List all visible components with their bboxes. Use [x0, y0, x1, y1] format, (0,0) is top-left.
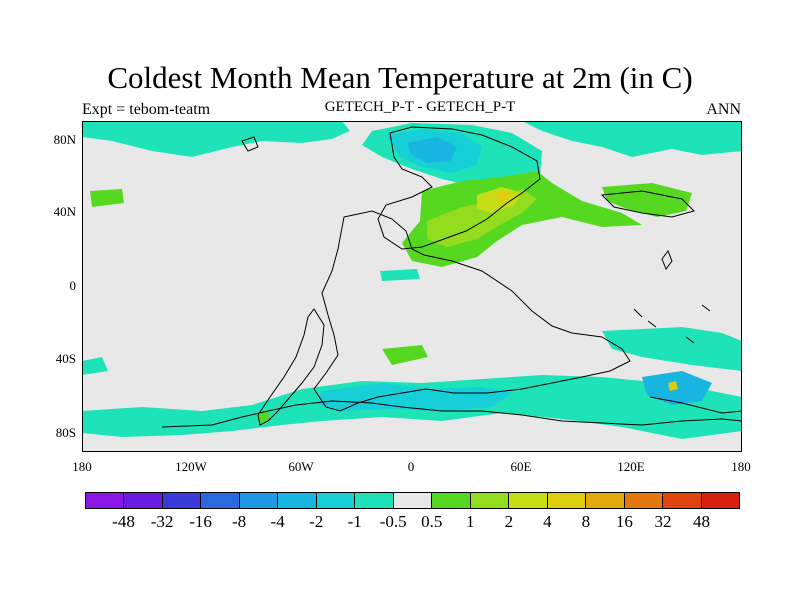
colorbar-label: 16 [615, 512, 633, 531]
period-label: ANN [706, 101, 741, 118]
colorbar-swatch [624, 493, 664, 508]
coastlines [161, 126, 742, 428]
lon-label-120e: 120E [617, 459, 645, 474]
coast-south-america [257, 308, 325, 426]
coast-antarctic [161, 400, 742, 428]
plot-title: Coldest Month Mean Temperature at 2m (in… [107, 60, 693, 95]
lat-label-80s: 80S [55, 425, 76, 440]
anomaly-indian-green [382, 345, 428, 365]
lon-label-0: 0 [407, 459, 415, 474]
coast-north-island [241, 136, 259, 152]
colorbar-label: -48 [112, 512, 135, 531]
map-frame [82, 121, 742, 452]
colorbar [85, 492, 740, 509]
anomaly-south-green [258, 411, 270, 423]
lat-label-40n: 40N [53, 204, 76, 219]
anomaly-pacific-teal [602, 327, 742, 371]
colorbar-swatch [470, 493, 510, 508]
anomaly-north-band [82, 121, 350, 157]
colorbar-label: -0.5 [379, 512, 407, 531]
colorbar-label: 4 [543, 512, 552, 531]
colorbar-label: 32 [654, 512, 672, 531]
coast-south-east [649, 396, 742, 414]
anomaly-south-gold [668, 381, 678, 391]
anomaly-north-band-right [522, 121, 742, 157]
experiment-label: Expt = tebom-teatm [82, 101, 211, 118]
anomaly-asia-sky [407, 137, 457, 163]
anomaly-south-cyan [317, 383, 512, 411]
comparison-label: GETECH_P-T - GETECH_P-T [324, 99, 516, 115]
lon-label-180e: 180 [731, 459, 751, 474]
colorbar-label: -1 [347, 512, 362, 531]
colorbar-swatch [124, 493, 163, 508]
colorbar-label: 2 [504, 512, 514, 531]
colorbar-swatch [239, 493, 279, 508]
colorbar-label: 48 [692, 512, 710, 531]
lon-label-60e: 60E [510, 459, 532, 474]
lon-label-120w: 120W [175, 459, 207, 474]
lon-label-60w: 60W [288, 459, 314, 474]
lat-label-0: 0 [69, 278, 77, 293]
anomaly-equator-teal-1 [380, 269, 420, 281]
colorbar-swatch [701, 493, 739, 508]
coast-asia-north [377, 126, 541, 250]
colorbar-swatch [509, 493, 548, 508]
anomaly-warm-gold [494, 191, 510, 203]
coast-gondwana [313, 210, 631, 412]
colorbar-swatch [316, 493, 356, 508]
colorbar-swatch [547, 493, 587, 508]
colorbar-swatch [663, 493, 702, 508]
anomaly-east-green [602, 183, 692, 217]
colorbar-swatch [162, 493, 202, 508]
lat-label-40s: 40S [55, 351, 76, 366]
anomaly-south-teal-pool [82, 357, 108, 375]
colorbar-swatch [278, 493, 317, 508]
colorbar-label: -2 [309, 512, 324, 531]
colorbar-swatch [432, 493, 471, 508]
temperature-map [82, 121, 742, 452]
colorbar-label: 1 [466, 512, 475, 531]
colorbar-swatch [393, 493, 433, 508]
coast-east-island [661, 249, 673, 271]
lon-label-180w: 180 [72, 459, 92, 474]
colorbar-label: 8 [581, 512, 591, 531]
colorbar-label: -4 [270, 512, 285, 531]
coast-pacific-islands [633, 304, 711, 344]
colorbar-swatch [586, 493, 625, 508]
lat-label-80n: 80N [53, 132, 76, 147]
coast-east-asia [600, 190, 695, 218]
colorbar-swatch [355, 493, 394, 508]
colorbar-swatch [86, 493, 125, 508]
colorbar-label: 0.5 [421, 512, 443, 531]
colorbar-label: -32 [150, 512, 174, 531]
colorbar-swatch [201, 493, 240, 508]
colorbar-label: -8 [232, 512, 247, 531]
anomaly-atlantic-green [90, 189, 124, 207]
colorbar-label: -16 [189, 512, 212, 531]
